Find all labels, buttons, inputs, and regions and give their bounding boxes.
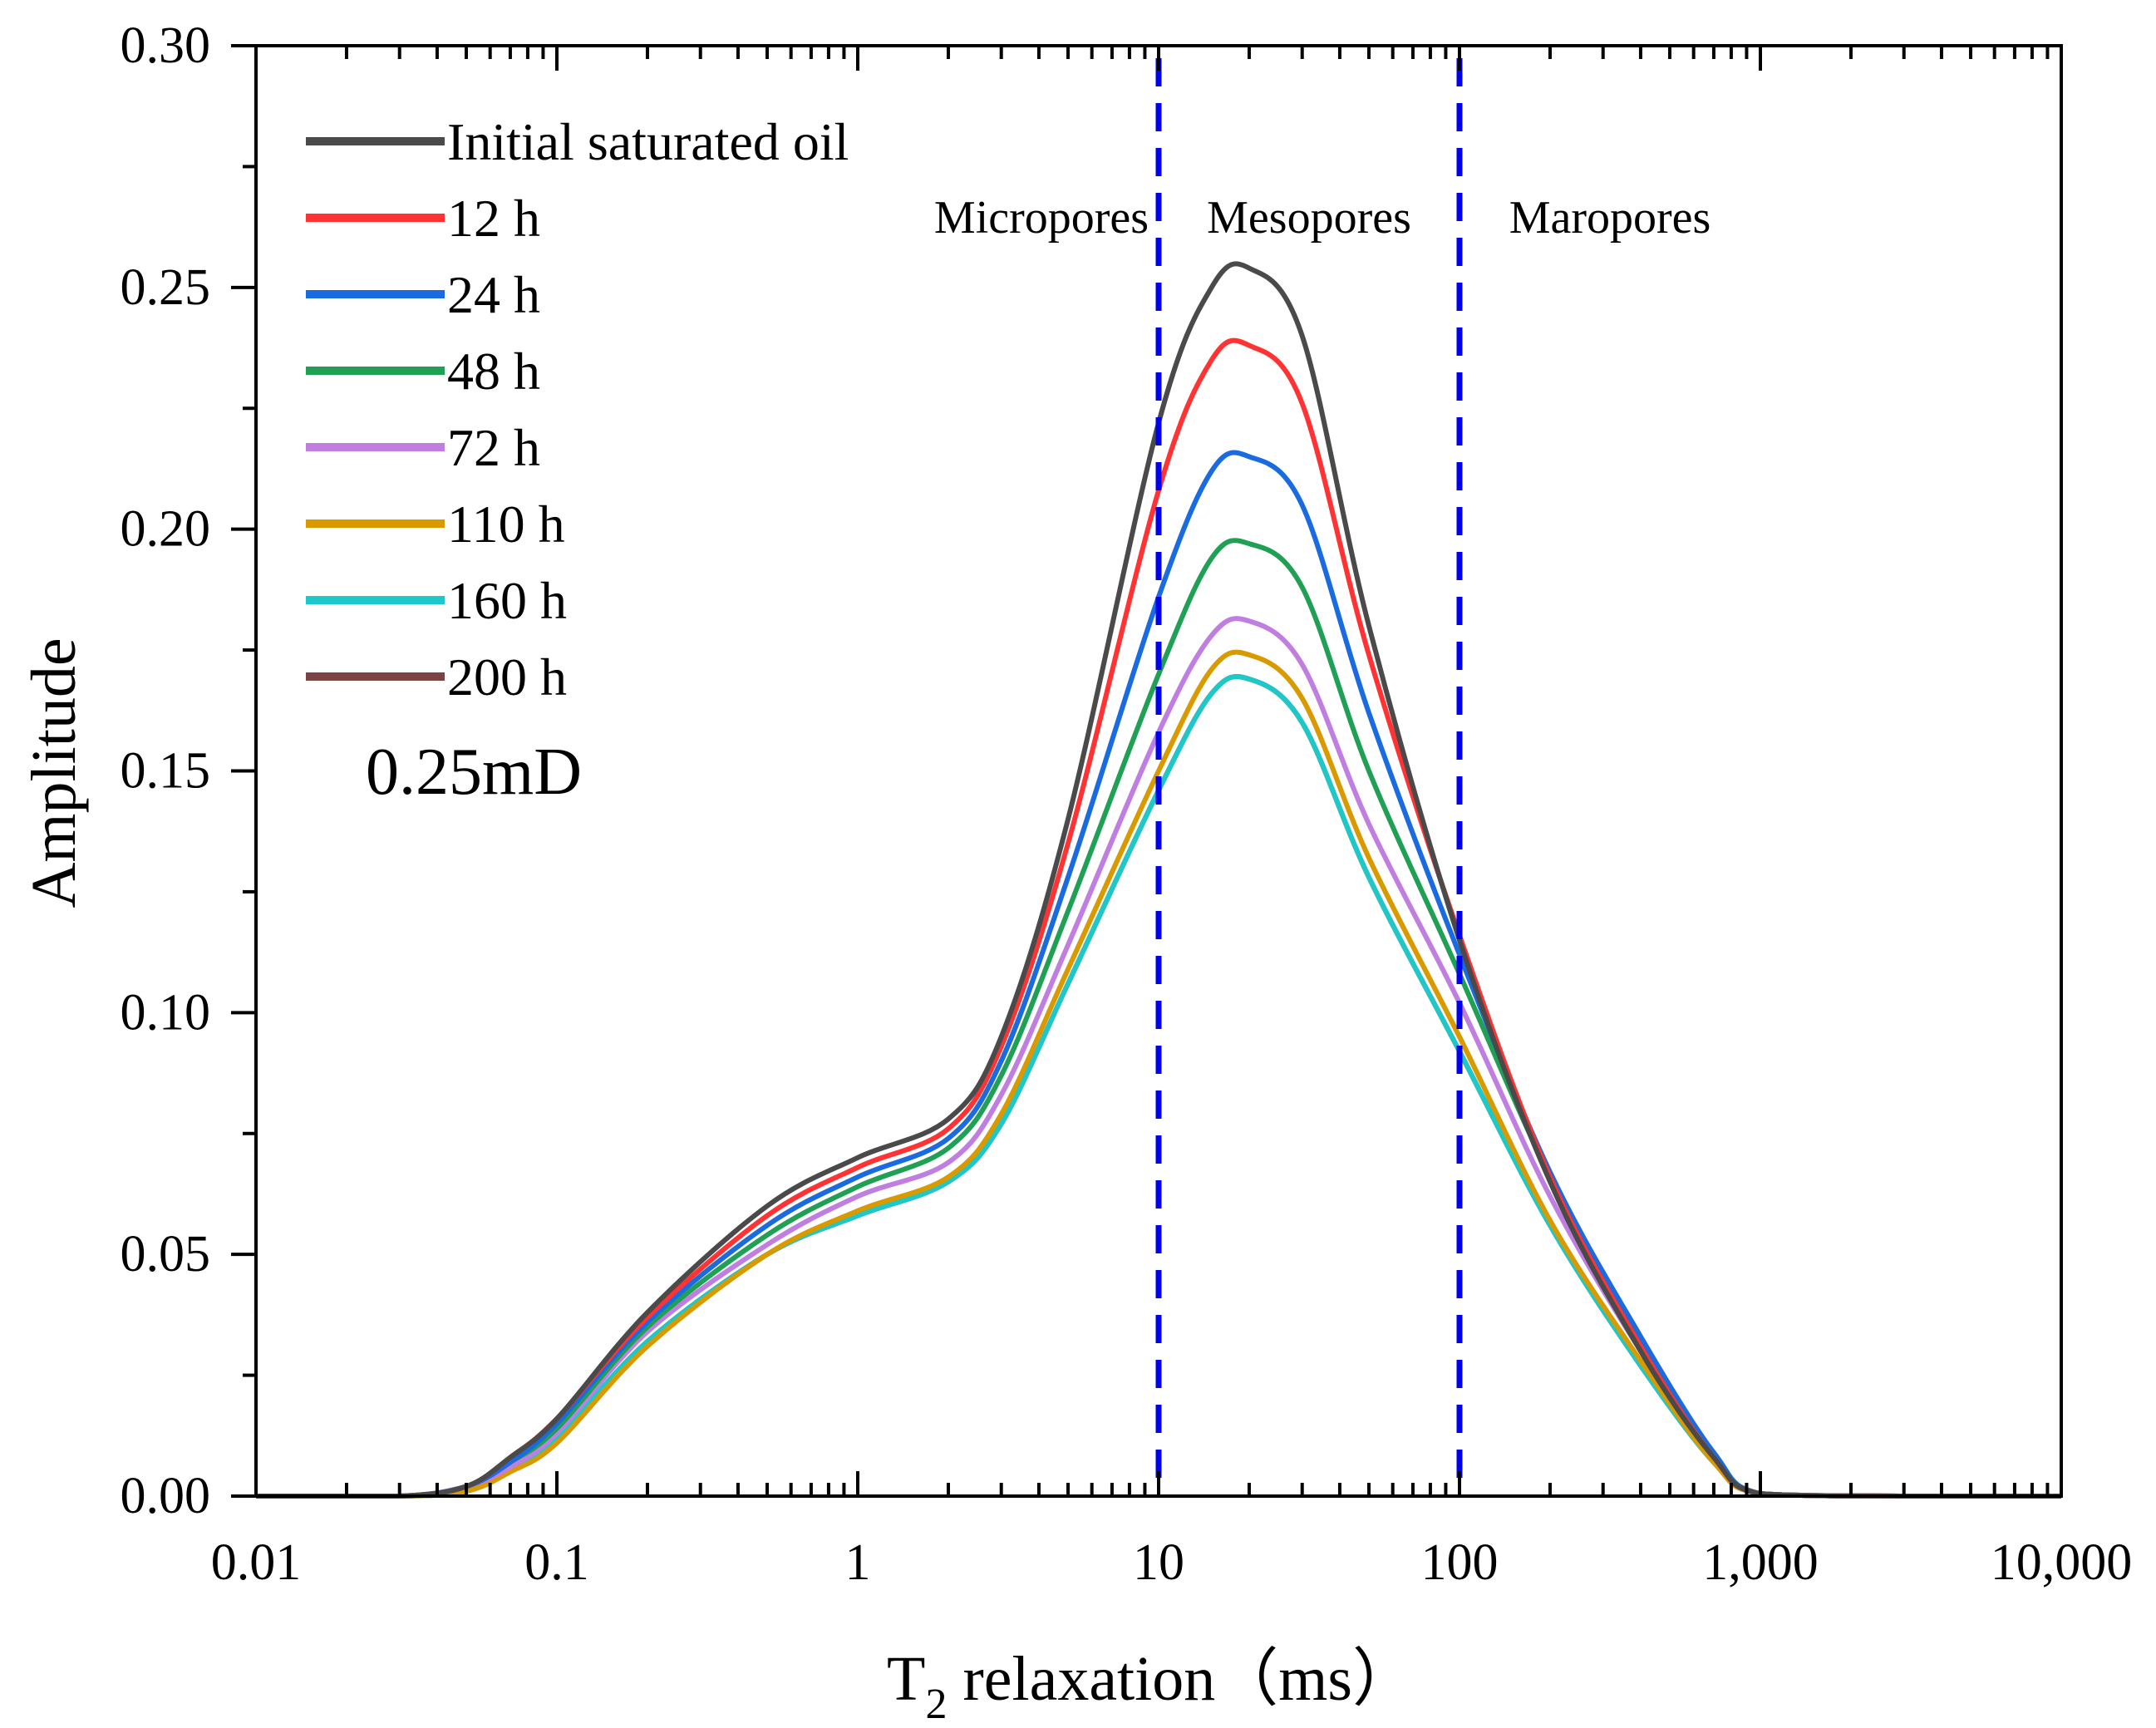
permeability-annotation: 0.25mD [366,736,582,809]
y-tick-label: 0.15 [121,743,211,800]
y-tick-label: 0.05 [121,1226,211,1282]
y-tick-label: 0.00 [121,1468,211,1524]
legend-label: Initial saturated oil [447,112,849,171]
x-tick-label: 10 [1133,1534,1184,1591]
region-label-micropores: Micropores [934,192,1149,244]
x-axis-title: T2 relaxation（ms） [887,1644,1415,1728]
y-tick-label: 0.25 [121,259,211,316]
region-labels: Micropores Mesopores Maropores [934,192,1711,244]
x-axis-title-main: T [887,1644,925,1714]
y-axis-title: Amplitude [19,638,89,908]
y-tick-labels: 0.00 0.05 0.10 0.15 0.20 0.25 0.30 [121,17,211,1524]
y-tick-label: 0.20 [121,501,211,558]
y-tick-label: 0.10 [121,984,211,1041]
x-tick-label: 10,000 [1991,1534,2133,1591]
legend: Initial saturated oil 12 h 24 h 48 h 72 h 110… [306,112,849,706]
legend-label: 160 h [447,571,567,630]
x-tick-label: 0.01 [211,1534,302,1591]
legend-label: 48 h [447,342,540,401]
pore-dividers [1155,58,1463,1496]
series-line-110-h [255,649,2061,1499]
series-line-initial-saturated-oil [255,261,2061,1499]
series-line-24-h [255,450,2061,1499]
legend-label: 110 h [447,495,565,554]
x-axis-title-rest: relaxation（ms） [947,1644,1415,1714]
legend-label: 12 h [447,189,540,248]
x-tick-label: 100 [1421,1534,1499,1591]
region-label-maropores: Maropores [1509,192,1711,244]
x-tick-label: 0.1 [524,1534,589,1591]
x-tick-labels: 0.01 0.1 1 10 100 1,000 10,000 [211,1534,2133,1591]
y-axis-ticks [231,44,256,1498]
x-axis-title-subscript: 2 [925,1681,947,1728]
legend-label: 72 h [447,418,540,477]
x-tick-label: 1,000 [1702,1534,1819,1591]
region-label-mesopores: Mesopores [1207,192,1411,244]
series-curves [255,261,2061,1499]
y-tick-label: 0.30 [121,17,211,74]
x-tick-label: 1 [845,1534,871,1591]
legend-label: 24 h [447,265,540,324]
x-axis-ticks [254,46,2063,1496]
legend-label: 200 h [447,647,567,706]
